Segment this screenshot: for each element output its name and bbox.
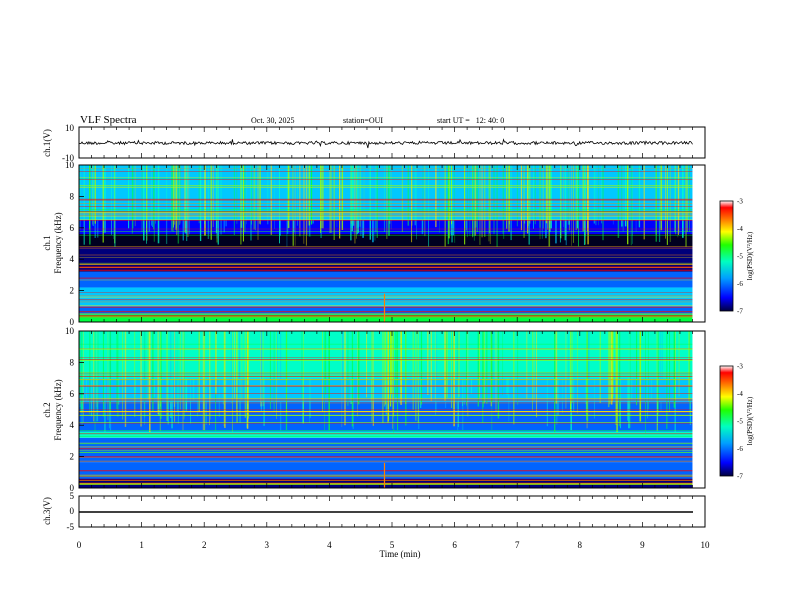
ch1-spectrogram-ytick: 8	[70, 191, 75, 201]
ch1-waveform-ytick-bottom: -10	[62, 153, 74, 163]
ch1-colorbar-tick: -7	[737, 308, 743, 316]
ch2-spectrogram-ytick: 10	[65, 326, 75, 336]
date-label: Oct. 30, 2025	[251, 116, 295, 125]
x-tick-label: 0	[77, 540, 82, 550]
ch2-spectrogram-ytick: 8	[70, 357, 75, 367]
ch1-waveform-ylabel: ch.1(V)	[42, 129, 52, 157]
ch2-colorbar	[719, 365, 734, 477]
ch2-colorbar-tick: -5	[737, 418, 743, 426]
ch3-waveform-ytick-bottom: -5	[67, 522, 75, 532]
ch1-colorbar-tick: -4	[737, 225, 743, 233]
ch1-colorbar-label: log(PSD)(V²/Hz)	[746, 231, 754, 280]
ch2-spectrogram-ytick: 2	[70, 452, 75, 462]
ch2-colorbar-tick: -4	[737, 390, 743, 398]
ch1-spectrogram-image	[79, 165, 705, 322]
x-axis-labels: 0 1 2 3 4 5 6 7 8 9 10	[77, 540, 710, 550]
ch1-spectrogram-ytick: 2	[70, 286, 75, 296]
x-tick-label: 4	[327, 540, 332, 550]
x-tick-label: 6	[452, 540, 457, 550]
ch3-waveform-panel: 5 0 -5 ch.3(V)	[42, 491, 706, 532]
station-label: station=OUI	[343, 116, 383, 125]
x-tick-label: 10	[701, 540, 711, 550]
ch1-spectrogram-ylabel: Frequency (kHz)	[53, 212, 63, 273]
x-tick-label: 8	[578, 540, 583, 550]
ch2-spectrogram-image	[79, 331, 705, 488]
ch1-colorbar	[719, 200, 734, 312]
ch1-waveform-ytick-top: 10	[65, 123, 75, 133]
ch2-spectrogram-ylabel: Frequency (kHz)	[53, 379, 63, 440]
x-tick-label: 2	[202, 540, 207, 550]
ch1-colorbar-tick: -6	[737, 280, 743, 288]
ch2-colorbar-tick: -3	[737, 363, 743, 371]
x-axis-ticks	[78, 127, 706, 527]
ch1-colorbar-tick: -3	[737, 198, 743, 206]
ch1-waveform-trace	[78, 138, 693, 149]
ch1-spectrogram-ytick: 10	[65, 160, 75, 170]
ch1-spectrogram-ylabel-top: ch.1	[42, 235, 52, 250]
ch2-spectrogram-ytick: 0	[70, 483, 75, 493]
ch3-waveform-ytick-top: 5	[70, 491, 75, 501]
ch1-colorbar-tick: -5	[737, 253, 743, 261]
ch2-spectrogram-ylabel-top: ch.2	[42, 402, 52, 417]
x-tick-label: 7	[515, 540, 520, 550]
x-tick-label: 1	[139, 540, 144, 550]
ch3-waveform-ytick-mid: 0	[70, 506, 75, 516]
ch2-spectrogram-ytick: 6	[70, 389, 75, 399]
x-tick-label: 3	[265, 540, 270, 550]
x-tick-label: 9	[640, 540, 645, 550]
ch1-spectrogram-ytick: 6	[70, 223, 75, 233]
ch2-colorbar-tick: -6	[737, 445, 743, 453]
ch1-spectrogram-ytick: 4	[70, 254, 75, 264]
x-tick-label: 5	[390, 540, 395, 550]
ch3-waveform-ylabel: ch.3(V)	[42, 497, 52, 525]
figure-title: VLF Spectra	[80, 114, 137, 126]
ch1-waveform-panel: 10 -10 ch.1(V)	[42, 123, 706, 163]
x-axis-title: Time (min)	[380, 549, 421, 559]
start-ut-label: start UT = 12: 40: 0	[437, 116, 504, 125]
ch2-spectrogram-ytick: 4	[70, 420, 75, 430]
ch2-colorbar-label: log(PSD)(V²/Hz)	[746, 396, 754, 445]
ch1-spectrogram-ytick: 0	[70, 317, 75, 327]
ch2-colorbar-tick: -7	[737, 473, 743, 481]
